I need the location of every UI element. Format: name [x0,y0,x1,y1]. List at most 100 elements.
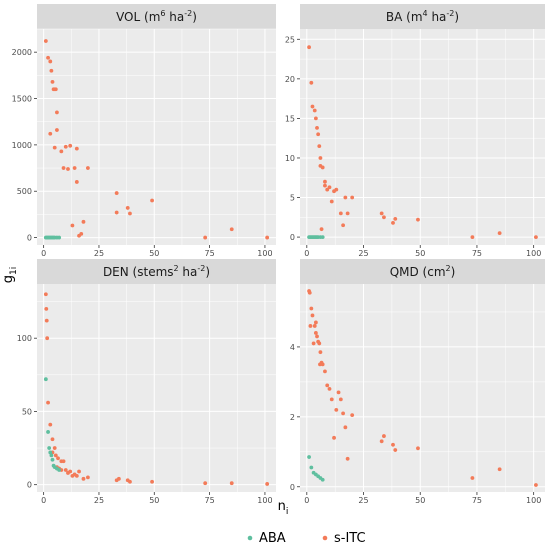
data-point [316,132,321,137]
data-point [72,166,77,170]
data-point [323,179,327,184]
data-point [45,336,50,341]
data-point [334,407,339,412]
data-point [53,87,58,92]
x-tick-label: 50 [415,496,425,505]
panel-title-part: ) [192,10,197,24]
data-point [229,481,234,486]
legend-label-aba: ABA [259,531,286,546]
panel-title-part: ha [165,10,184,24]
series-aba [307,235,325,239]
panel-2: BA (m4 ha-2) 0 25 50 75 100 0 5 10 15 20 25 [285,4,545,258]
data-point [391,220,395,225]
data-point [379,211,384,216]
data-point [470,476,475,480]
x-tick-label: 50 [149,496,159,505]
data-point [70,223,75,228]
data-point [416,446,420,451]
series-sitc [43,39,270,240]
x-tick-label: 0 [41,496,46,505]
data-point [350,413,355,417]
data-point [341,411,346,416]
data-point [332,435,336,440]
data-point [265,482,270,486]
legend-label-s-itc: s-ITC [334,531,366,546]
data-point [345,456,350,461]
x-tick-label: 25 [94,249,104,258]
data-point [59,149,64,154]
panel-title-part: ha [428,10,447,24]
panel-title-part: ) [451,265,456,279]
panel-strip [37,259,276,284]
data-point [44,318,49,323]
data-point [116,476,121,481]
y-tick-label: 25 [285,35,295,44]
panel-3: DEN (stems2 ha-2) 0 25 50 75 100 0 50 100 [17,259,276,505]
data-point [49,453,54,458]
data-point [343,425,348,430]
x-tick-label: 50 [149,249,159,258]
y-tick-label: 10 [285,154,295,163]
data-point [317,341,322,346]
data-point [81,476,86,481]
data-point [55,128,59,132]
data-point [52,446,57,450]
data-point [43,39,48,43]
x-tick-label: 0 [304,249,309,258]
data-point [43,292,48,297]
data-point [497,231,502,236]
data-point [57,468,62,472]
data-point [338,397,343,402]
data-point [334,187,339,192]
data-point [68,469,73,474]
panel-title-part: ) [205,265,210,279]
data-point [85,475,90,480]
panel-title: BA (m4 ha-2) [386,9,459,24]
panel-title-sup: -2 [446,9,454,18]
x-tick-label: 75 [472,249,482,258]
data-point [63,468,68,472]
data-point [391,442,395,447]
data-point [312,324,317,328]
data-point [114,191,119,195]
data-point [307,455,311,459]
x-tick-label: 75 [205,496,215,505]
y-tick-label: 100 [17,334,32,343]
data-point [48,422,53,427]
data-point [329,199,334,204]
data-point [317,144,322,148]
panels-group: VOL (m6 ha-2)0 25 50 75 1000500100015002000B… [12,4,545,505]
data-point [325,187,330,192]
data-point [66,167,70,171]
data-point [320,362,325,367]
data-point [318,350,323,355]
x-tick-label: 25 [358,496,368,505]
data-point [48,59,53,64]
panel-title-part: VOL (m [116,10,160,24]
data-point [150,198,154,203]
panel-background [300,29,545,245]
data-point [56,456,60,461]
data-point [311,341,316,346]
data-point [312,108,317,113]
y-tick-label: 0 [27,481,32,490]
data-point [52,145,57,150]
data-point [325,383,330,388]
data-point [61,459,66,464]
data-point [315,126,319,130]
data-point [327,386,332,391]
data-point [61,166,66,170]
data-point [50,437,55,442]
data-point [265,235,270,240]
legend: ABA s-ITC [247,531,366,546]
data-point [470,235,475,239]
data-point [309,80,314,85]
panel-title-part: ha [179,265,198,279]
data-point [309,465,314,470]
data-point [320,165,325,170]
x-tick-label: 25 [94,496,104,505]
y-tick-label: 0 [290,233,295,242]
data-point [534,483,538,487]
panel-title-part: ) [454,10,459,24]
